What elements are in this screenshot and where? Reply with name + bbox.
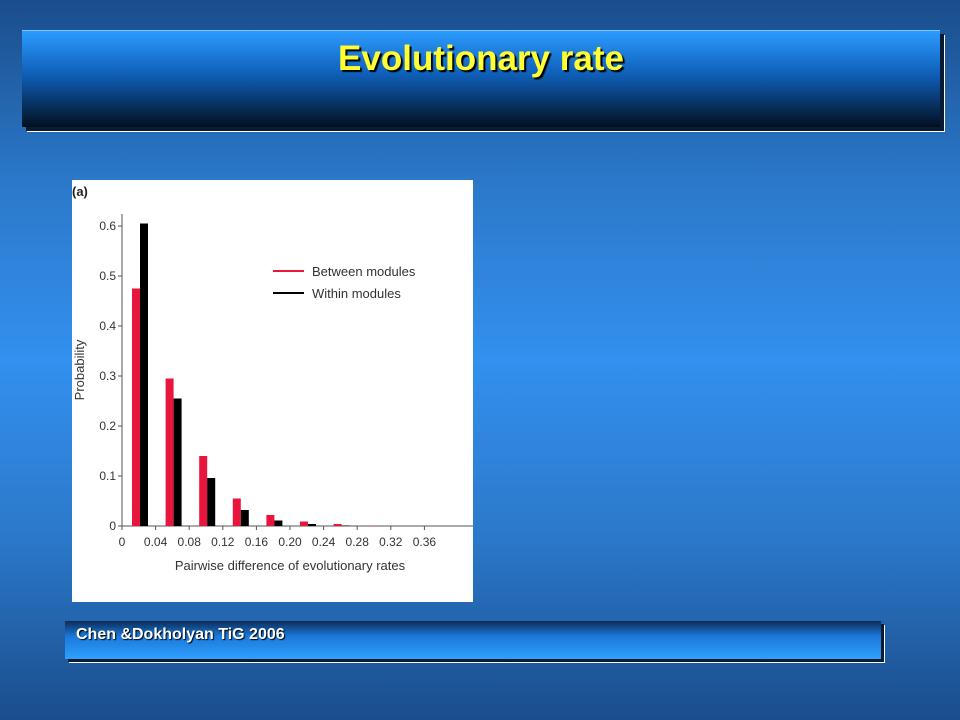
- bar-between-modules: [199, 456, 208, 526]
- bar-between-modules: [132, 288, 140, 526]
- x-tick-label: 0.04: [144, 535, 168, 549]
- bar-within-modules: [274, 520, 283, 526]
- bar-between-modules: [333, 524, 342, 526]
- legend-label: Between modules: [312, 264, 416, 279]
- x-tick-label: 0.12: [211, 535, 235, 549]
- y-tick-label: 0.5: [99, 269, 116, 283]
- x-tick-label: 0: [119, 535, 126, 549]
- bar-within-modules: [308, 524, 316, 526]
- x-tick-label: 0.24: [312, 535, 336, 549]
- y-tick-label: 0.4: [99, 319, 116, 333]
- bar-within-modules: [140, 223, 148, 526]
- x-ticks: 0 0.04 0.08 0.12 0.16 0.20 0.24 0.28 0.32 0.36: [119, 526, 437, 549]
- slide-title: Evolutionary rate: [338, 39, 624, 78]
- bar-between-modules: [367, 525, 376, 526]
- y-tick-label: 0: [109, 519, 116, 533]
- x-axis-title: Pairwise difference of evolutionary rate…: [175, 558, 406, 573]
- x-tick-label: 0.20: [278, 535, 302, 549]
- bar-chart: (a) 0 0.1 0.2 0.3 0.4 0.5 0.6 0 0.04 0.08 0.12 0.1…: [72, 184, 473, 573]
- legend-label: Within modules: [312, 286, 401, 301]
- y-tick-label: 0.2: [99, 419, 116, 433]
- bar-within-modules: [341, 525, 350, 526]
- bars: [132, 223, 376, 526]
- x-tick-label: 0.08: [178, 535, 202, 549]
- citation-text: Chen &Dokholyan TiG 2006: [76, 626, 285, 643]
- bar-between-modules: [266, 515, 275, 526]
- panel-label: (a): [72, 184, 88, 199]
- y-tick-label: 0.1: [99, 469, 116, 483]
- bar-between-modules: [300, 521, 308, 526]
- x-tick-label: 0.32: [379, 535, 403, 549]
- credit-banner: Chen &Dokholyan TiG 2006: [65, 621, 881, 659]
- bar-within-modules: [207, 478, 216, 526]
- bar-within-modules: [173, 398, 182, 526]
- bar-between-modules: [232, 498, 241, 526]
- y-tick-label: 0.6: [99, 219, 116, 233]
- x-tick-label: 0.36: [413, 535, 437, 549]
- bar-between-modules: [165, 378, 174, 526]
- x-tick-label: 0.16: [245, 535, 269, 549]
- y-ticks: 0 0.1 0.2 0.3 0.4 0.5 0.6: [99, 219, 122, 533]
- chart-figure: (a) 0 0.1 0.2 0.3 0.4 0.5 0.6 0 0.04 0.08 0.12 0.1…: [72, 180, 473, 602]
- y-tick-label: 0.3: [99, 369, 116, 383]
- x-tick-label: 0.28: [346, 535, 370, 549]
- bar-within-modules: [240, 510, 249, 526]
- title-banner: Evolutionary rate: [22, 30, 940, 127]
- y-axis-title: Probability: [72, 339, 87, 400]
- legend: Between modules Within modules: [273, 264, 416, 301]
